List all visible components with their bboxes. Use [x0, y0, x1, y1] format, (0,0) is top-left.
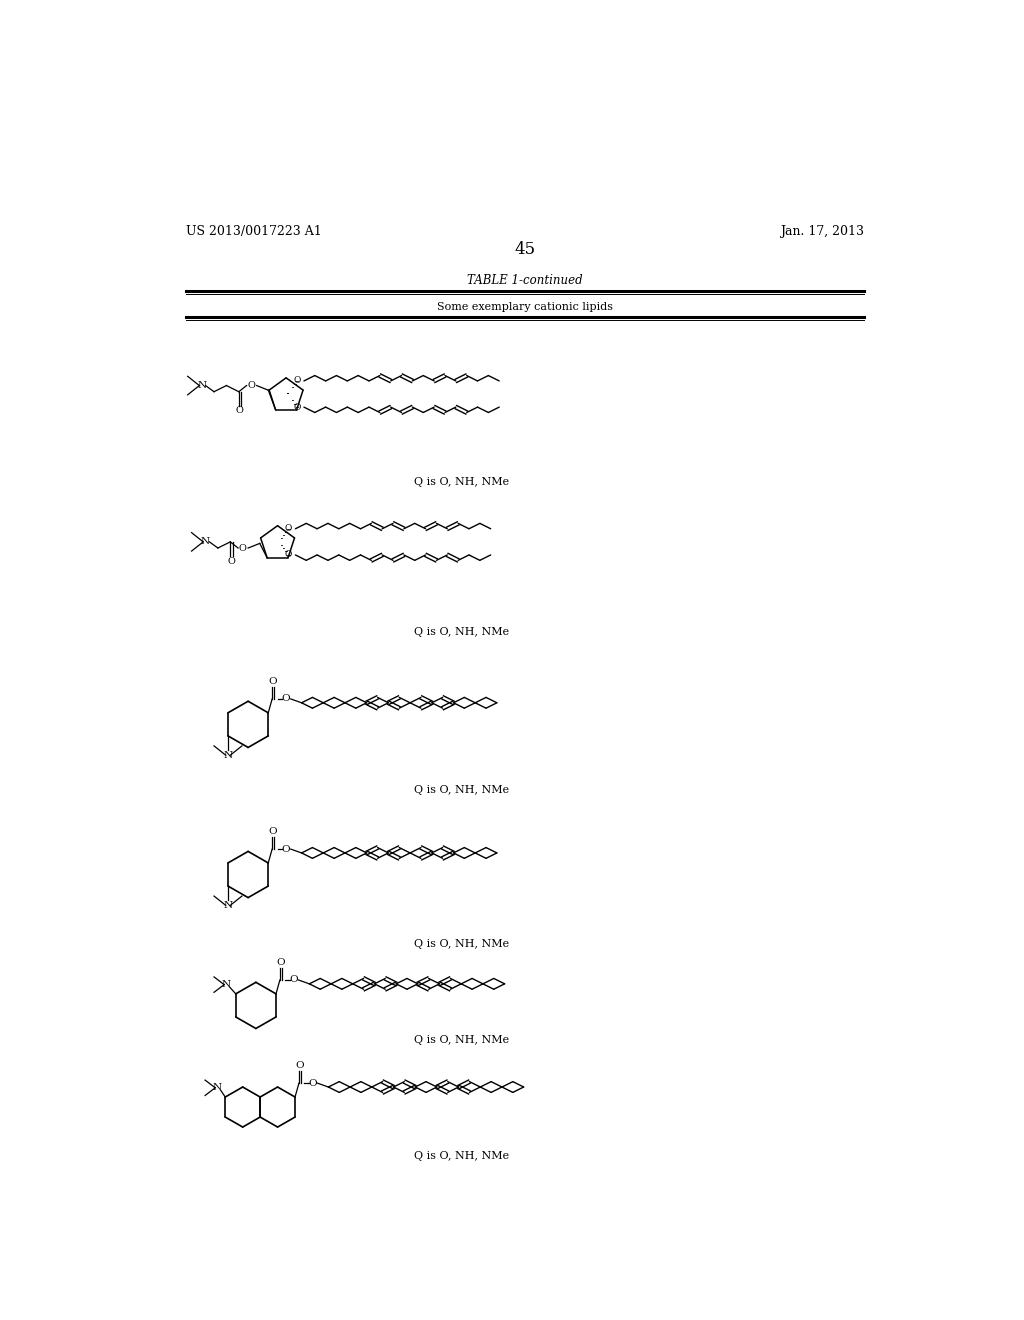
- Text: Some exemplary cationic lipids: Some exemplary cationic lipids: [437, 302, 612, 312]
- Text: O: O: [282, 845, 291, 854]
- Text: O: O: [268, 826, 278, 836]
- Text: 45: 45: [514, 240, 536, 257]
- Text: Q is O, NH, NMe: Q is O, NH, NMe: [414, 785, 509, 795]
- Text: TABLE 1-continued: TABLE 1-continued: [467, 273, 583, 286]
- Text: US 2013/0017223 A1: US 2013/0017223 A1: [186, 224, 322, 238]
- Text: O: O: [227, 557, 236, 565]
- Text: O: O: [285, 550, 292, 560]
- Text: O: O: [236, 407, 244, 416]
- Text: O: O: [295, 1061, 304, 1071]
- Text: N: N: [222, 981, 231, 989]
- Text: O: O: [239, 544, 247, 553]
- Text: O: O: [276, 958, 285, 966]
- Text: N: N: [223, 900, 232, 909]
- Text: O: O: [282, 694, 291, 704]
- Text: Q is O, NH, NMe: Q is O, NH, NMe: [414, 1151, 509, 1160]
- Text: Q is O, NH, NMe: Q is O, NH, NMe: [414, 627, 509, 638]
- Text: N: N: [223, 751, 232, 759]
- Text: O: O: [293, 376, 301, 385]
- Text: O: O: [290, 975, 298, 985]
- Text: O: O: [247, 381, 255, 389]
- Text: O: O: [285, 524, 292, 533]
- Text: O: O: [308, 1078, 317, 1088]
- Text: O: O: [293, 403, 301, 412]
- Text: N: N: [197, 381, 206, 389]
- Text: O: O: [268, 677, 278, 685]
- Text: Q is O, NH, NMe: Q is O, NH, NMe: [414, 477, 509, 487]
- Text: Q is O, NH, NMe: Q is O, NH, NMe: [414, 939, 509, 949]
- Text: Q is O, NH, NMe: Q is O, NH, NMe: [414, 1035, 509, 1045]
- Text: N: N: [201, 537, 210, 546]
- Text: Jan. 17, 2013: Jan. 17, 2013: [780, 224, 864, 238]
- Text: N: N: [213, 1084, 222, 1092]
